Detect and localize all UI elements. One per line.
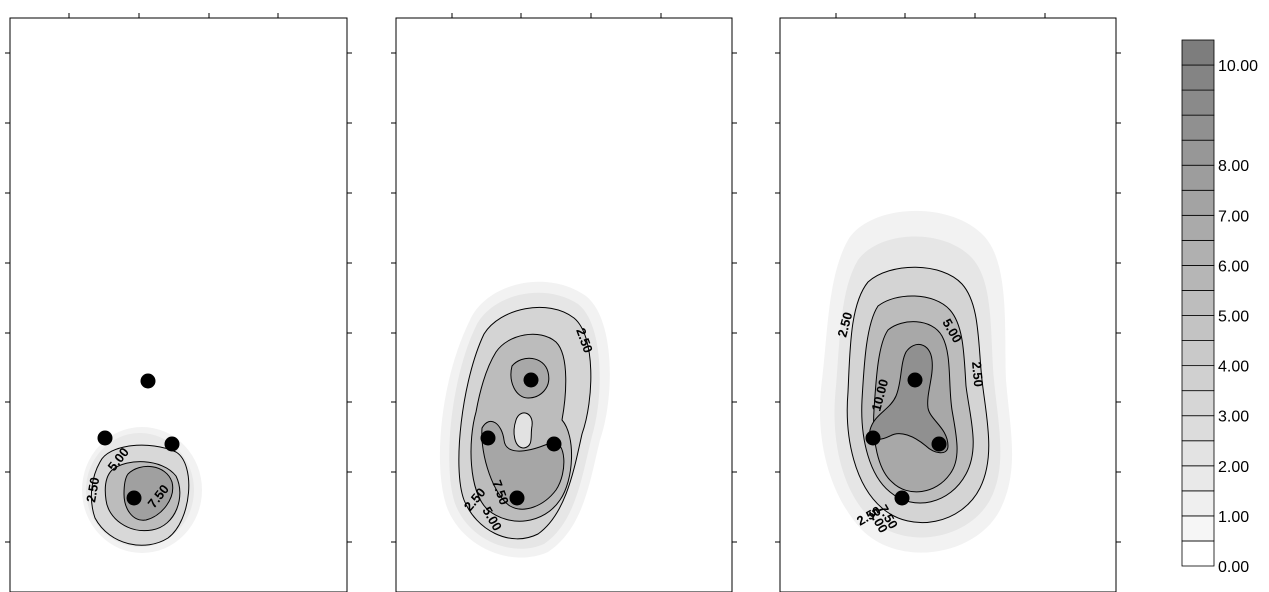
data-point-marker	[523, 372, 539, 388]
colorbar-band	[1181, 214, 1215, 241]
colorbar-band	[1181, 315, 1215, 341]
colorbar-tick-label: 5.00	[1218, 309, 1249, 326]
panel-1-contour-7-50	[123, 466, 174, 521]
data-point-marker	[140, 373, 156, 389]
svg-text:2.50: 2.50	[834, 310, 855, 338]
svg-text:2.50: 2.50	[83, 476, 102, 504]
colorbar-band	[1181, 540, 1215, 567]
panel-2-ticks	[391, 13, 737, 543]
colorbar-tick-label: 0.00	[1218, 559, 1249, 576]
colorbar-tick-label: 7.00	[1218, 208, 1249, 225]
colorbar-tick-label: 10.00	[1218, 58, 1258, 75]
colorbar-tick-label: 6.00	[1218, 258, 1249, 275]
data-point-marker	[865, 430, 881, 446]
panel-1-ticks	[5, 13, 352, 543]
colorbar-tick-labels: 10.00 8.00 7.00 6.00 5.00 4.00 3.00 2.00 1.00 0.0…	[1218, 58, 1258, 576]
panel-2-fill-bands	[439, 281, 610, 558]
data-point-marker	[894, 490, 910, 506]
panel-1-fill-bands	[82, 427, 202, 553]
colorbar-tick-label: 8.00	[1218, 158, 1249, 175]
contour-panel-1: 2.50 5.00 7.50	[5, 13, 352, 592]
colorbar-tick-label: 1.00	[1218, 509, 1249, 526]
colorbar-tick-label: 4.00	[1218, 359, 1249, 376]
colorbar-band	[1181, 440, 1215, 467]
colorbar-band	[1181, 515, 1215, 542]
data-point-marker	[97, 430, 113, 446]
panel-2-markers	[480, 372, 562, 506]
colorbar-band	[1181, 415, 1215, 442]
colorbar-band	[1181, 265, 1215, 291]
panel-3-contour-10-00	[869, 344, 949, 454]
colorbar-band	[1181, 490, 1215, 517]
colorbar-band	[1181, 39, 1215, 66]
colorbar-tick-label: 3.00	[1218, 409, 1249, 426]
colorbar-band	[1181, 390, 1215, 417]
colorbar-band	[1181, 290, 1215, 316]
data-point-marker	[480, 430, 496, 446]
colorbar: 10.00 8.00 7.00 6.00 5.00 4.00 3.00 2.00 1.00 0.0…	[1181, 39, 1258, 576]
panel-3-markers	[865, 372, 947, 506]
colorbar-band	[1181, 164, 1215, 191]
colorbar-band	[1181, 64, 1215, 91]
colorbar-band	[1181, 239, 1215, 266]
colorbar-tick-label: 2.00	[1218, 459, 1249, 476]
panel-3-ticks	[775, 13, 1121, 543]
contour-panel-3: 2.50 5.00 2.50 10.00 7.50 5.00 2.50	[775, 13, 1121, 592]
data-point-marker	[907, 372, 923, 388]
data-point-marker	[164, 436, 180, 452]
colorbar-band	[1181, 189, 1215, 216]
colorbar-band	[1181, 139, 1215, 166]
panel-1-markers	[97, 373, 180, 506]
colorbar-band	[1181, 465, 1215, 492]
data-point-marker	[931, 436, 947, 452]
colorbar-bands	[1181, 39, 1215, 567]
colorbar-band	[1181, 365, 1215, 392]
data-point-marker	[509, 490, 525, 506]
data-point-marker	[546, 436, 562, 452]
colorbar-band	[1181, 114, 1215, 141]
contour-panel-2: 2.50 2.50 5.00 7.50	[391, 13, 737, 592]
colorbar-band	[1181, 89, 1215, 116]
data-point-marker	[126, 490, 142, 506]
colorbar-band	[1181, 340, 1215, 367]
svg-text:2.50: 2.50	[969, 361, 986, 388]
